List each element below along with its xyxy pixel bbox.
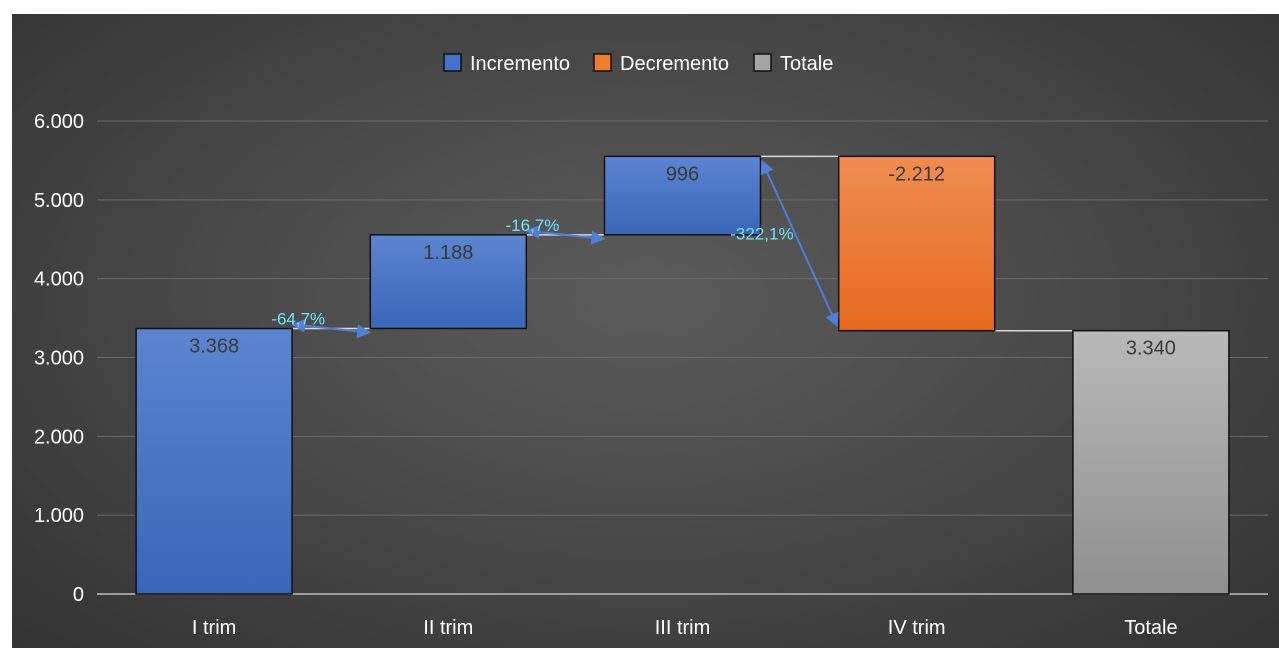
legend-item-total: Totale [753, 53, 833, 75]
legend: Incremento Decremento Totale [443, 53, 833, 75]
annotation-arrow [291, 318, 372, 339]
bar-total [1072, 329, 1230, 595]
legend-item-increase: Incremento [443, 53, 570, 75]
legend-swatch [593, 53, 612, 72]
annotations: -64,7% -16,7% -322,1% [271, 159, 839, 339]
x-category-label: III trim [655, 617, 711, 639]
x-category-label: Totale [1124, 617, 1177, 639]
legend-swatch [753, 53, 772, 72]
bar-increase [135, 327, 293, 595]
data-label: 1.188 [423, 242, 473, 264]
data-labels: 3.368 1.188 996 -2.212 3.340 [189, 163, 1176, 359]
y-tick-label: 3.000 [34, 348, 84, 370]
data-label: 3.340 [1126, 338, 1176, 360]
bar-increase [603, 155, 762, 236]
bar-increase [369, 234, 528, 330]
data-label: 3.368 [189, 335, 239, 357]
data-label: 996 [666, 163, 699, 185]
y-tick-label: 5.000 [34, 190, 84, 212]
data-label: -2.212 [888, 163, 945, 185]
y-tick-label: 2.000 [34, 426, 84, 448]
annotation-arrow [525, 225, 606, 245]
x-axis-categories: I trim II trim III trim IV trim Totale [192, 617, 1178, 639]
legend-swatch [443, 53, 462, 72]
annotation-label: -322,1% [730, 225, 793, 244]
legend-label: Totale [780, 53, 833, 75]
legend-label: Decremento [620, 53, 729, 75]
legend-item-decrease: Decremento [593, 53, 729, 75]
y-tick-label: 6.000 [34, 111, 84, 133]
y-tick-label: 0 [73, 584, 84, 606]
bars [135, 155, 1230, 595]
y-tick-label: 1.000 [34, 505, 84, 527]
annotation-label: -16,7% [506, 216, 560, 235]
y-axis: 0 1.000 2.000 3.000 4.000 5.000 6.000 [34, 111, 84, 606]
x-category-label: II trim [423, 617, 473, 639]
y-tick-label: 4.000 [34, 269, 84, 291]
annotation-arrow [760, 159, 839, 328]
x-category-label: IV trim [888, 617, 946, 639]
annotation-label: -64,7% [271, 309, 325, 328]
legend-label: Incremento [470, 53, 570, 75]
bar-decrease [837, 155, 996, 332]
x-category-label: I trim [192, 617, 236, 639]
